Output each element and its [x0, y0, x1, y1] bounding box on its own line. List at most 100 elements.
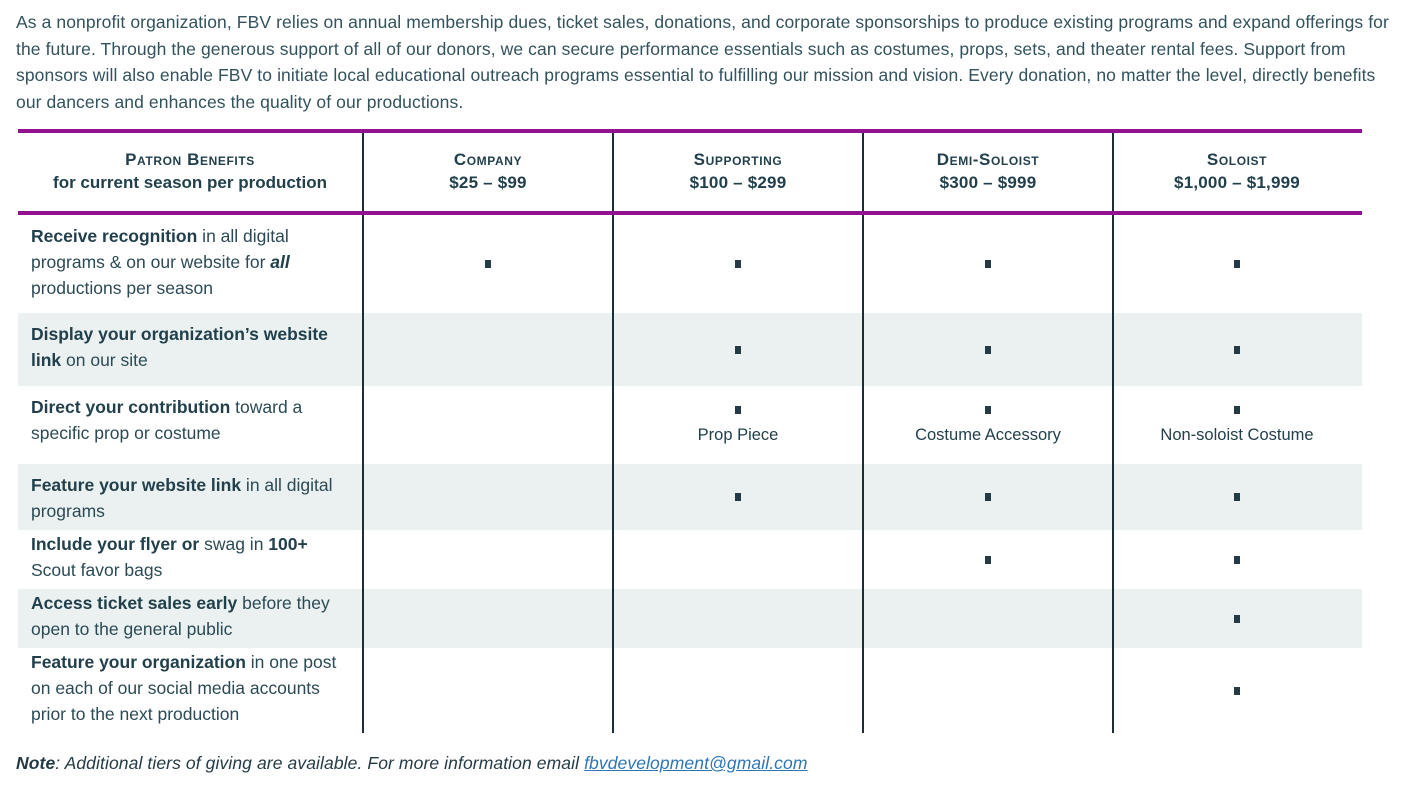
benefit-cell — [362, 215, 612, 313]
benefit-cell — [862, 530, 1112, 589]
benefit-cell — [612, 648, 862, 733]
benefit-cell — [862, 215, 1112, 313]
benefit-label-segment: in all digital programs & on our website… — [31, 226, 289, 272]
benefit-label-segment: toward a specific prop or costume — [31, 397, 303, 443]
benefit-label-segment: Include your flyer or — [31, 534, 200, 554]
cell-sublabel: Prop Piece — [697, 425, 779, 444]
tier-range: $100 – $299 — [689, 173, 787, 192]
square-bullet-icon — [1234, 614, 1240, 623]
square-bullet-icon — [1234, 493, 1240, 501]
benefit-label-segment: before they open to the general public — [31, 593, 330, 639]
benefit-label-segment: Display your organization’s website link — [31, 324, 328, 370]
benefit-label: Display your organization’s website link… — [18, 313, 362, 386]
benefit-cell — [862, 648, 1112, 733]
benefit-cell — [1112, 464, 1360, 530]
benefit-label-segment: in all digital programs — [31, 475, 333, 521]
benefit-label: Feature your organization in one post on… — [18, 648, 362, 733]
email-link[interactable]: fbvdevelopment@gmail.com — [584, 753, 808, 773]
tier-header-cell-soloist: Soloist $1,000 – $1,999 — [1112, 133, 1360, 211]
benefit-cell — [362, 464, 612, 530]
square-bullet-icon — [985, 493, 991, 501]
square-bullet-icon — [1234, 405, 1240, 414]
square-bullet-icon — [1234, 686, 1240, 695]
tier-name: Company — [453, 150, 523, 169]
benefit-cell — [362, 313, 612, 386]
note-label: Note — [16, 753, 56, 773]
benefit-cell — [612, 464, 862, 530]
benefit-label-segment: Feature your organization — [31, 652, 246, 672]
benefit-label: Feature your website link in all digital… — [18, 464, 362, 530]
benefit-label-segment: Access ticket sales early — [31, 593, 238, 613]
benefit-label: Receive recognition in all digital progr… — [18, 215, 362, 313]
benefit-label: Include your flyer or swag in 100+ Scout… — [18, 530, 362, 589]
benefit-label-segment: productions per season — [31, 278, 213, 298]
benefit-label-segment: on our site — [61, 350, 148, 370]
tier-name: Supporting — [693, 150, 783, 169]
square-bullet-icon — [1234, 260, 1240, 268]
benefit-cell — [862, 589, 1112, 648]
benefit-cell — [612, 589, 862, 648]
square-bullet-icon — [735, 493, 741, 501]
table-header-row: Patron Benefits for current season per p… — [18, 129, 1362, 215]
benefit-cell: Costume Accessory — [862, 386, 1112, 464]
table-row: Receive recognition in all digital progr… — [18, 215, 1362, 313]
benefit-label-segment: Direct your contribution — [31, 397, 231, 417]
benefit-cell — [362, 386, 612, 464]
benefit-cell — [362, 530, 612, 589]
tier-header-cell-supporting: Supporting $100 – $299 — [612, 133, 862, 211]
tier-range: $1,000 – $1,999 — [1174, 173, 1300, 192]
square-bullet-icon — [1234, 345, 1240, 354]
table-row: Feature your organization in one post on… — [18, 648, 1362, 733]
benefit-label: Access ticket sales early before they op… — [18, 589, 362, 648]
square-bullet-icon — [735, 260, 741, 268]
benefit-cell — [862, 313, 1112, 386]
table-row: Include your flyer or swag in 100+ Scout… — [18, 530, 1362, 589]
cell-sublabel: Costume Accessory — [915, 425, 1061, 444]
benefit-label-segment: in one post on each of our social media … — [31, 652, 337, 724]
benefit-cell — [612, 215, 862, 313]
tier-header-cell-demi-soloist: Demi-Soloist $300 – $999 — [862, 133, 1112, 211]
benefit-cell — [1112, 530, 1360, 589]
square-bullet-icon — [985, 260, 991, 268]
benefit-label-segment: 100+ — [268, 534, 308, 554]
benefit-cell — [1112, 313, 1360, 386]
tier-name: Demi-Soloist — [936, 150, 1040, 169]
square-bullet-icon — [985, 405, 991, 414]
benefit-cell — [362, 648, 612, 733]
square-bullet-icon — [485, 260, 491, 268]
benefit-label-segment: all — [270, 252, 290, 272]
cell-sublabel: Non-soloist Costume — [1160, 425, 1314, 444]
square-bullet-icon — [985, 555, 991, 564]
square-bullet-icon — [735, 405, 741, 414]
benefit-cell — [1112, 648, 1360, 733]
benefits-title: Patron Benefits — [125, 150, 255, 169]
table-row: Feature your website link in all digital… — [18, 464, 1362, 530]
table-body: Receive recognition in all digital progr… — [18, 215, 1362, 733]
benefits-header-cell: Patron Benefits for current season per p… — [18, 133, 362, 211]
benefits-subtitle: for current season per production — [53, 173, 327, 192]
tier-range: $25 – $99 — [449, 173, 527, 192]
benefit-cell: Non-soloist Costume — [1112, 386, 1360, 464]
square-bullet-icon — [985, 345, 991, 354]
benefit-label-segment: Feature your website link — [31, 475, 242, 495]
tier-name: Soloist — [1206, 150, 1268, 169]
benefit-label-segment: swag in — [199, 534, 269, 554]
benefit-label-segment: Scout favor bags — [31, 560, 163, 580]
benefit-cell — [862, 464, 1112, 530]
table-row: Direct your contribution toward a specif… — [18, 386, 1362, 464]
benefit-cell — [612, 530, 862, 589]
square-bullet-icon — [1234, 555, 1240, 564]
benefit-cell: Prop Piece — [612, 386, 862, 464]
patron-benefits-table: Patron Benefits for current season per p… — [18, 129, 1362, 733]
benefit-label-segment: Receive recognition — [31, 226, 198, 246]
table-row: Access ticket sales early before they op… — [18, 589, 1362, 648]
benefit-cell — [362, 589, 612, 648]
benefit-cell — [612, 313, 862, 386]
benefit-cell — [1112, 215, 1360, 313]
tier-range: $300 – $999 — [939, 173, 1037, 192]
table-row: Display your organization’s website link… — [18, 313, 1362, 386]
intro-paragraph: As a nonprofit organization, FBV relies … — [16, 12, 1389, 112]
tier-header-cell-company: Company $25 – $99 — [362, 133, 612, 211]
footer-note: Note: Additional tiers of giving are ava… — [16, 753, 808, 774]
